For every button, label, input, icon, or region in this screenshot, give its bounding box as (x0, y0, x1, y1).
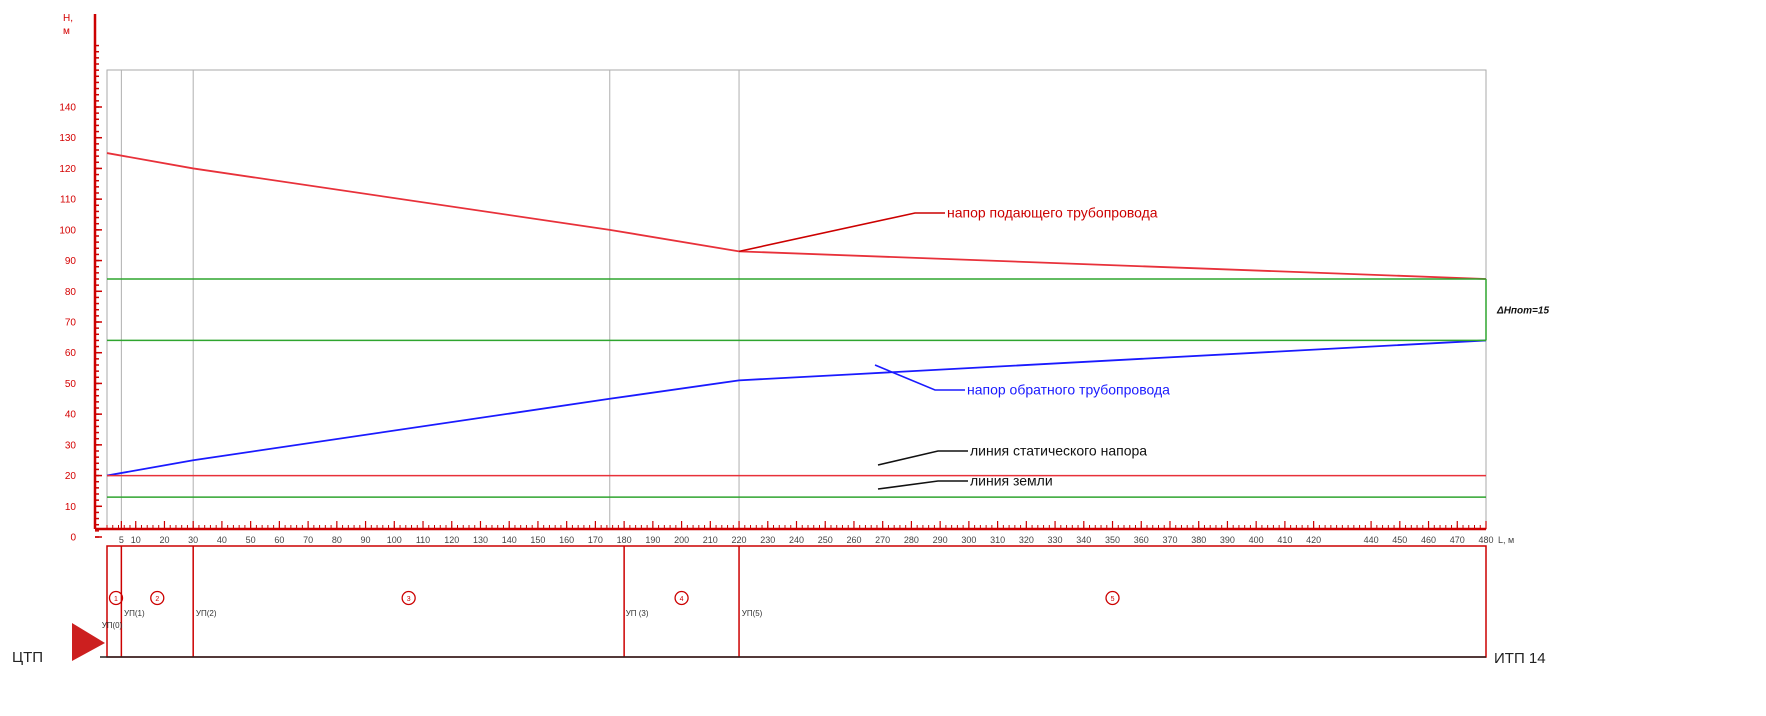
x-tick-label: 250 (818, 535, 833, 545)
end-label: ИТП 14 (1494, 650, 1546, 667)
y-tick-label: 60 (65, 348, 77, 359)
node-label: УП(2) (196, 609, 217, 618)
pointer-ground (877, 480, 968, 490)
x-tick-label: 260 (846, 535, 861, 545)
y-tick-label: 110 (60, 195, 76, 206)
x-tick-label: 360 (1134, 535, 1149, 545)
section-number: 1 (114, 596, 118, 603)
x-tick-label: 60 (274, 535, 284, 545)
x-tick-label: 130 (473, 535, 488, 545)
x-tick-label: 320 (1019, 535, 1034, 545)
y-tick-label: 130 (59, 133, 76, 144)
x-tick-label: 180 (617, 535, 632, 545)
x-tick-label: 30 (188, 535, 198, 545)
section-number-circle (150, 590, 165, 606)
x-tick-label: 340 (1076, 535, 1091, 545)
x-tick-label: 390 (1220, 535, 1235, 545)
x-tick-label: 120 (444, 535, 459, 545)
x-tick-label: 230 (760, 535, 775, 545)
x-tick-label: 240 (789, 535, 804, 545)
x-tick-label: 280 (904, 535, 919, 545)
legend-label-ground: линия земли (970, 473, 1053, 489)
plot-frame (106, 69, 1487, 530)
x-tick-label: 90 (361, 535, 371, 545)
pointer-static (877, 450, 968, 466)
x-tick-label: 480 (1478, 535, 1493, 545)
x-tick-label: 270 (875, 535, 890, 545)
node-label: УП (3) (626, 609, 649, 618)
y-tick-label: 70 (65, 318, 77, 329)
x-tick-label: 300 (961, 535, 976, 545)
legend-label-supply: напор подающего трубопровода (947, 205, 1158, 221)
x-tick-label: 50 (246, 535, 256, 545)
y-tick-label: 100 (59, 225, 76, 236)
start-label: ЦТП (12, 649, 43, 666)
x-tick-label: 80 (332, 535, 342, 545)
y-tick-label: 120 (59, 164, 76, 175)
x-tick-label: 170 (588, 535, 603, 545)
series-line-supply (106, 152, 1487, 280)
legend-label-return: напор обратного трубопровода (967, 382, 1170, 398)
x-tick-label: 70 (303, 535, 313, 545)
x-axis-title: L, м (1498, 535, 1514, 545)
section-number-circle (108, 590, 124, 606)
y-tick-label: 140 (59, 103, 76, 114)
y-tick-label: 50 (65, 379, 77, 390)
section-number: 4 (680, 596, 684, 603)
start-marker (72, 623, 105, 661)
x-tick-label: 190 (645, 535, 660, 545)
y-tick-label: 20 (65, 471, 77, 482)
x-tick-label: 370 (1162, 535, 1177, 545)
x-tick-label: 220 (732, 535, 747, 545)
y-tick-label: 40 (65, 410, 77, 421)
x-tick-label: 290 (933, 535, 948, 545)
series-line-return (106, 339, 1487, 477)
section-number: 2 (155, 596, 159, 603)
y-tick-label: 10 (65, 502, 77, 513)
x-tick-label: 460 (1421, 535, 1436, 545)
node-label: УП(5) (742, 609, 763, 618)
section-strip (106, 545, 1487, 658)
section-number-circle (1105, 590, 1120, 606)
y-tick-label: 90 (65, 256, 77, 267)
section-number-circle (674, 590, 689, 606)
legend-label-static: линия статического напора (970, 443, 1147, 459)
x-tick-label: 330 (1048, 535, 1063, 545)
y-axis-title: Н, (63, 13, 73, 24)
x-tick-label: 450 (1392, 535, 1407, 545)
x-tick-label: 20 (159, 535, 169, 545)
x-tick-label: 420 (1306, 535, 1321, 545)
node-label: УП(0) (102, 621, 123, 630)
x-tick-label: 100 (387, 535, 402, 545)
x-tick-label: 140 (502, 535, 517, 545)
x-tick-label: 5 (119, 535, 124, 545)
x-tick-label: 380 (1191, 535, 1206, 545)
pointer-return (874, 364, 965, 391)
x-tick-label: 350 (1105, 535, 1120, 545)
y-tick-label: 0 (70, 533, 76, 544)
x-tick-label: 150 (530, 535, 545, 545)
section-number-circle (401, 590, 416, 606)
y-tick-label: 30 (65, 440, 77, 451)
y-tick-label: 80 (65, 287, 77, 298)
node-label: УП(1) (124, 609, 145, 618)
x-tick-label: 470 (1450, 535, 1465, 545)
section-number: 5 (1111, 596, 1115, 603)
x-tick-label: 410 (1277, 535, 1292, 545)
y-axis-unit: м (63, 26, 70, 37)
x-tick-label: 400 (1249, 535, 1264, 545)
x-tick-label: 40 (217, 535, 227, 545)
pointer-supply (738, 212, 945, 253)
x-tick-label: 10 (131, 535, 141, 545)
x-tick-label: 160 (559, 535, 574, 545)
x-tick-label: 110 (416, 535, 430, 545)
x-tick-label: 200 (674, 535, 689, 545)
x-tick-label: 440 (1364, 535, 1379, 545)
x-tick-label: 310 (990, 535, 1005, 545)
x-tick-label: 210 (703, 535, 718, 545)
section-number: 3 (407, 596, 411, 603)
dh-label: ΔHпот=15 (1496, 306, 1549, 317)
